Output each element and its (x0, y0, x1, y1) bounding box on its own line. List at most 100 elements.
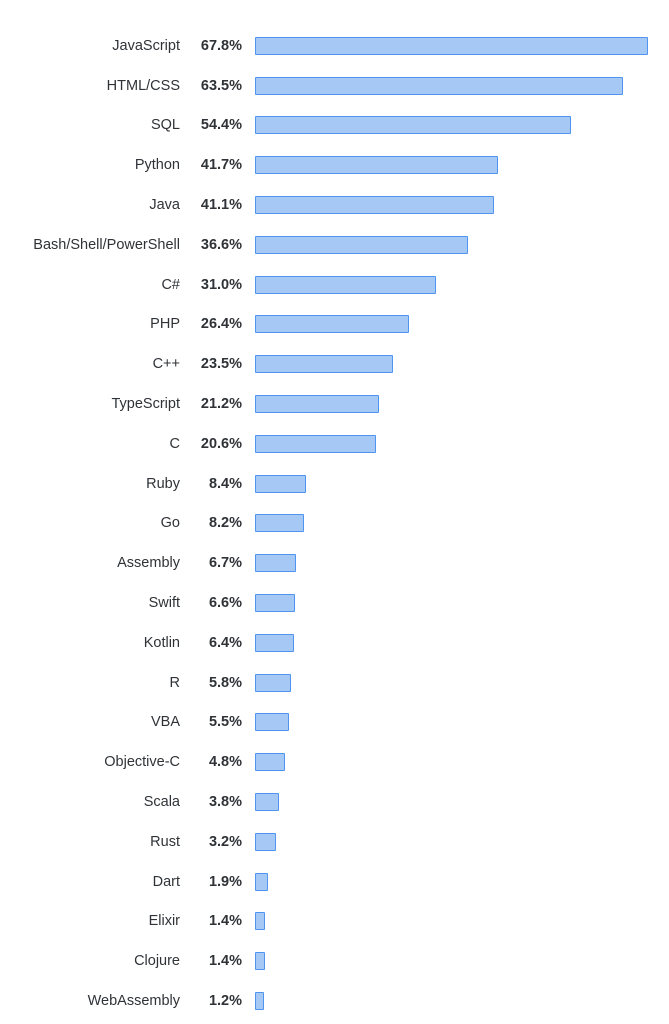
chart-row: Swift 6.6% (0, 583, 669, 623)
chart-row: Rust 3.2% (0, 822, 669, 862)
value-label: 3.2% (208, 833, 242, 850)
chart-row: C++ 23.5% (0, 344, 669, 384)
bar (255, 912, 266, 931)
value-label: 1.4% (208, 953, 242, 970)
bar (255, 753, 285, 772)
value-label: 41.1% (200, 197, 242, 214)
bar-track (255, 793, 669, 812)
value-label: 20.6% (200, 435, 242, 452)
value-label: 6.6% (208, 595, 242, 612)
bar (255, 594, 296, 613)
chart-row: TypeScript 21.2% (0, 384, 669, 424)
category-label: Java (149, 197, 180, 214)
bar-track (255, 912, 669, 931)
value-label: 1.4% (208, 913, 242, 930)
value-label: 8.2% (208, 515, 242, 532)
chart-row: Assembly 6.7% (0, 543, 669, 583)
bar-track (255, 395, 669, 414)
category-label: Python (134, 157, 180, 174)
bar (255, 474, 306, 493)
bar (255, 76, 624, 95)
value-label: 21.2% (200, 396, 242, 413)
value-label: 31.0% (200, 276, 242, 293)
bar-track (255, 992, 669, 1011)
category-label: C# (161, 276, 180, 293)
bar-track (255, 952, 669, 971)
chart-row: PHP 26.4% (0, 305, 669, 345)
category-label: C++ (152, 356, 180, 373)
category-label: R (169, 674, 180, 691)
bar (255, 554, 296, 573)
value-label: 1.2% (208, 993, 242, 1010)
value-label: 5.5% (208, 714, 242, 731)
value-label: 6.7% (208, 555, 242, 572)
bar (255, 315, 410, 334)
bar (255, 395, 380, 414)
bar (255, 713, 289, 732)
value-label: 5.8% (208, 674, 242, 691)
chart-row: Dart 1.9% (0, 862, 669, 902)
bar-track (255, 36, 669, 55)
value-label: 36.6% (200, 236, 242, 253)
bar (255, 514, 305, 533)
category-label: Scala (143, 794, 180, 811)
bar-track (255, 196, 669, 215)
value-label: 6.4% (208, 634, 242, 651)
bar-track (255, 713, 669, 732)
bar (255, 156, 498, 175)
value-label: 63.5% (200, 77, 242, 94)
category-label: WebAssembly (87, 993, 180, 1010)
bar-track (255, 474, 669, 493)
bar (255, 36, 649, 55)
category-label: Rust (150, 833, 180, 850)
bar (255, 633, 294, 652)
bar-track (255, 355, 669, 374)
chart-row: R 5.8% (0, 663, 669, 703)
bar (255, 832, 276, 851)
category-label: Dart (152, 873, 180, 890)
bar (255, 673, 291, 692)
chart-row: WebAssembly 1.2% (0, 981, 669, 1021)
chart-row: Clojure 1.4% (0, 941, 669, 981)
bar-track (255, 235, 669, 254)
value-label: 8.4% (208, 475, 242, 492)
category-label: Assembly (117, 555, 180, 572)
bar-track (255, 156, 669, 175)
value-label: 67.8% (200, 37, 242, 54)
bar-track (255, 673, 669, 692)
chart-row: SQL 54.4% (0, 106, 669, 146)
category-label: SQL (150, 117, 180, 134)
value-label: 3.8% (208, 794, 242, 811)
value-label: 54.4% (200, 117, 242, 134)
chart-row: JavaScript 67.8% (0, 26, 669, 66)
category-label: VBA (150, 714, 180, 731)
category-label: Clojure (134, 953, 180, 970)
bar-track (255, 315, 669, 334)
bar (255, 196, 495, 215)
bar-track (255, 594, 669, 613)
bar-track (255, 275, 669, 294)
value-label: 1.9% (208, 873, 242, 890)
chart-row: C# 31.0% (0, 265, 669, 305)
chart-row: Kotlin 6.4% (0, 623, 669, 663)
category-label: HTML/CSS (106, 77, 180, 94)
category-label: Ruby (146, 475, 180, 492)
category-label: Swift (148, 595, 180, 612)
value-label: 26.4% (200, 316, 242, 333)
bar (255, 116, 571, 135)
bar (255, 872, 268, 891)
chart-row: Elixir 1.4% (0, 902, 669, 942)
bar (255, 434, 376, 453)
bar (255, 952, 266, 971)
chart-row: C 20.6% (0, 424, 669, 464)
bar (255, 992, 264, 1011)
bar-track (255, 514, 669, 533)
chart-row: Python 41.7% (0, 145, 669, 185)
chart-row: Go 8.2% (0, 504, 669, 544)
bar-track (255, 633, 669, 652)
bar-track (255, 434, 669, 453)
category-label: C (169, 435, 180, 452)
bar-track (255, 753, 669, 772)
category-label: TypeScript (111, 396, 181, 413)
